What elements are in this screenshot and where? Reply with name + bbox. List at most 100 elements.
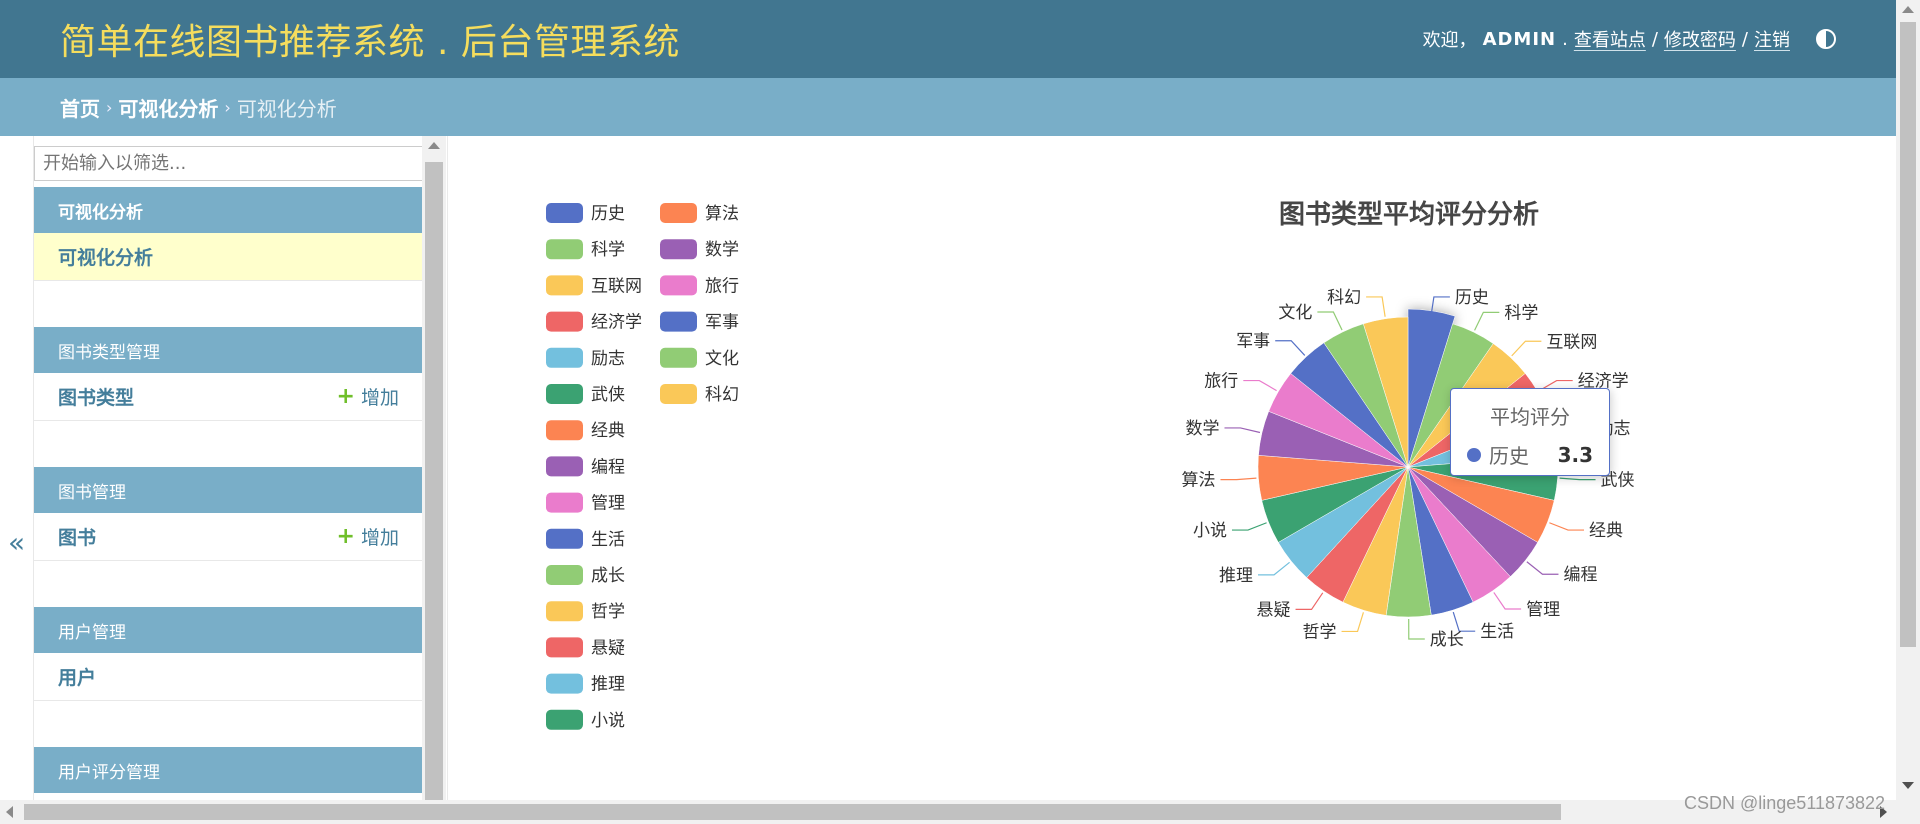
label-line: [1430, 296, 1450, 317]
legend-item[interactable]: 成长: [546, 565, 625, 586]
legend-label: 科幻: [705, 385, 739, 405]
scroll-down-icon[interactable]: [1902, 782, 1914, 789]
slice-label: 经典: [1589, 521, 1623, 541]
chart-title: 图书类型平均评分分析: [1279, 200, 1539, 230]
sidebar-item-label[interactable]: 用户: [58, 667, 97, 689]
scrollbar-thumb[interactable]: [1900, 22, 1916, 647]
legend-label: 推理: [591, 675, 625, 695]
legend-label: 编程: [591, 457, 625, 477]
theme-toggle-icon[interactable]: [1816, 29, 1836, 49]
welcome-text: 欢迎，: [1422, 30, 1477, 51]
label-line: [1549, 522, 1585, 531]
breadcrumb-section[interactable]: 可视化分析: [118, 96, 219, 121]
legend-label: 军事: [705, 313, 739, 333]
sidebar-item-users[interactable]: 用户: [34, 653, 422, 701]
slice-label: 悬疑: [1257, 600, 1291, 620]
slice-label: 文化: [1278, 303, 1312, 323]
sidebar-item-label[interactable]: 可视化分析: [58, 247, 154, 269]
legend-swatch: [546, 637, 583, 658]
change-password-link[interactable]: 修改密码: [1663, 30, 1736, 51]
tooltip-title: 平均评分: [1490, 405, 1570, 429]
separator: /: [1741, 28, 1748, 50]
legend-swatch: [546, 203, 583, 223]
legend-item[interactable]: 互联网: [546, 275, 642, 296]
sidebar-item-visualization[interactable]: 可视化分析: [34, 233, 422, 281]
legend-item[interactable]: 文化: [660, 347, 739, 369]
nav-filter-input[interactable]: [34, 146, 422, 181]
legend-item[interactable]: 历史: [546, 203, 625, 224]
label-line: [1275, 340, 1306, 356]
sidebar-item-label[interactable]: 图书: [58, 527, 97, 549]
legend-item[interactable]: 旅行: [660, 275, 739, 296]
legend-swatch: [546, 709, 583, 730]
legend-swatch: [546, 239, 583, 260]
legend-item[interactable]: 生活: [546, 528, 625, 550]
legend-label: 科学: [591, 240, 625, 260]
slice-label: 算法: [1181, 471, 1215, 491]
sidebar-collapse-button[interactable]: «: [0, 136, 34, 800]
legend-swatch: [660, 347, 697, 368]
pie-slice[interactable]: [1363, 316, 1409, 468]
module-caption[interactable]: 可视化分析: [34, 187, 422, 233]
plus-icon: +: [336, 384, 355, 409]
scroll-right-icon[interactable]: [1880, 806, 1887, 818]
legend-item[interactable]: 数学: [660, 239, 739, 260]
legend-item[interactable]: 管理: [546, 492, 625, 514]
slice-label: 生活: [1480, 622, 1514, 642]
slice-label: 科学: [1504, 303, 1538, 323]
legend-item[interactable]: 科幻: [660, 384, 739, 405]
scroll-left-icon[interactable]: [6, 806, 13, 818]
label-line: [1493, 592, 1522, 610]
module-caption[interactable]: 用户评分管理: [34, 747, 422, 793]
legend-label: 武侠: [591, 385, 625, 405]
legend-label: 经济学: [591, 313, 642, 333]
legend-item[interactable]: 武侠: [546, 384, 625, 405]
legend-item[interactable]: 悬疑: [546, 637, 625, 658]
scrollbar-thumb[interactable]: [24, 804, 1561, 820]
legend-item[interactable]: 哲学: [546, 601, 625, 622]
legend-item[interactable]: 算法: [660, 203, 739, 224]
module-caption[interactable]: 图书管理: [34, 467, 422, 513]
plus-icon: +: [336, 524, 355, 549]
site-header: 简单在线图书推荐系统 . 后台管理系统 欢迎， ADMIN. 查看站点 / 修改…: [0, 0, 1896, 78]
legend-item[interactable]: 推理: [546, 673, 625, 695]
add-label: 增加: [360, 527, 399, 549]
scrollbar-thumb[interactable]: [425, 162, 443, 800]
legend-item[interactable]: 军事: [660, 311, 739, 333]
module-caption[interactable]: 图书类型管理: [34, 327, 422, 373]
label-line: [1408, 618, 1425, 640]
scroll-up-icon[interactable]: [1902, 6, 1914, 13]
module-caption[interactable]: 用户管理: [34, 607, 422, 653]
label-line: [1243, 379, 1277, 392]
legend-item[interactable]: 科学: [546, 239, 625, 260]
sidebar-scrollbar[interactable]: [422, 136, 446, 800]
legend-label: 管理: [591, 494, 625, 514]
main-content: 图书类型平均评分分析 历史 科学 互联网 经济学 励志 武侠 经典 编程 管理 生活 成长 哲学 悬疑 推理…: [447, 136, 1896, 800]
add-book-type-button[interactable]: + 增加: [337, 383, 399, 410]
breadcrumb-home[interactable]: 首页: [60, 96, 100, 121]
module-visualization: 可视化分析 可视化分析: [34, 187, 422, 281]
legend-item[interactable]: 经典: [546, 420, 625, 441]
scroll-up-icon[interactable]: [428, 142, 440, 149]
legend-item[interactable]: 经济学: [546, 311, 642, 333]
legend-label: 算法: [705, 204, 739, 224]
legend-item[interactable]: 编程: [546, 456, 625, 477]
page-vertical-scrollbar[interactable]: [1896, 0, 1920, 800]
sidebar-item-book-type[interactable]: 图书类型 + 增加: [34, 373, 422, 421]
module-book-type: 图书类型管理 图书类型 + 增加: [34, 327, 422, 421]
legend-swatch: [660, 384, 697, 404]
legend-item[interactable]: 励志: [546, 347, 625, 369]
slice-label: 数学: [1185, 419, 1219, 439]
slice-label: 推理: [1219, 566, 1253, 586]
label-line: [1474, 311, 1500, 331]
add-book-button[interactable]: + 增加: [337, 523, 399, 550]
logout-link[interactable]: 注销: [1754, 30, 1790, 51]
sidebar-item-label[interactable]: 图书类型: [58, 387, 135, 409]
sidebar-item-books[interactable]: 图书 + 增加: [34, 513, 422, 561]
legend-item[interactable]: 小说: [546, 709, 625, 731]
legend-swatch: [546, 492, 583, 513]
breadcrumb-arrow: ›: [224, 97, 231, 117]
breadcrumb-current: 可视化分析: [236, 96, 337, 121]
page-horizontal-scrollbar[interactable]: [0, 800, 1920, 824]
view-site-link[interactable]: 查看站点: [1573, 30, 1646, 51]
